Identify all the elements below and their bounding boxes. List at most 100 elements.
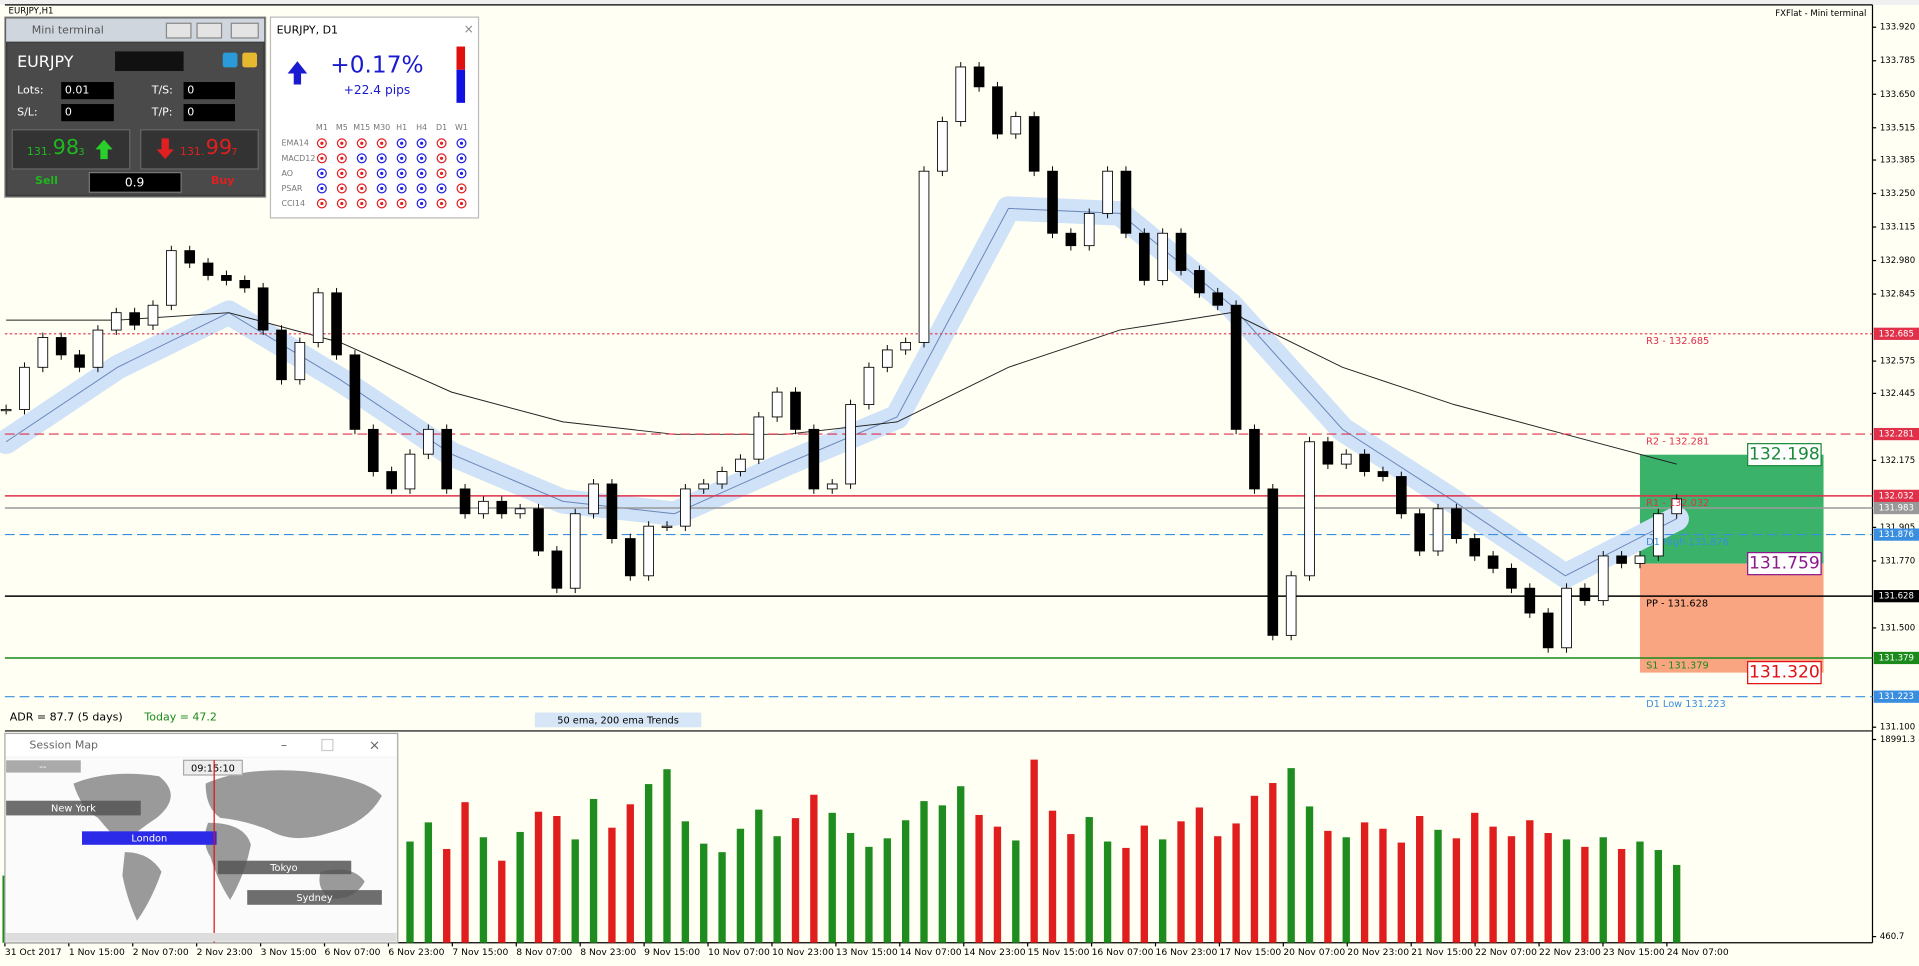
sell-label[interactable]: Sell	[35, 174, 58, 187]
buy-label[interactable]: Buy	[211, 174, 234, 187]
level-label: R3 - 132.685	[1646, 336, 1709, 347]
candle-body	[110, 312, 122, 331]
world-map	[73, 770, 382, 921]
level-label: S1 - 131.379	[1646, 660, 1709, 671]
panel-title: EURJPY, D1	[277, 24, 338, 37]
candle-body	[1120, 170, 1132, 234]
candle-body	[680, 488, 691, 527]
close-button[interactable]: ×	[369, 739, 380, 754]
volume-bar	[920, 801, 928, 943]
signal-dot	[436, 183, 447, 194]
candle-body	[202, 262, 214, 276]
signal-dot	[416, 198, 427, 209]
signal-dot	[356, 153, 367, 164]
volume-bar	[700, 843, 708, 943]
volume-bar	[406, 841, 414, 943]
x-tick-label: 17 Nov 15:00	[1219, 947, 1281, 958]
volume-bar	[1673, 864, 1681, 943]
y-tick-label: 133.785	[1880, 56, 1915, 66]
signal-dot	[439, 186, 444, 191]
candle-body	[129, 312, 140, 326]
volume-bar	[718, 852, 726, 943]
ts-input[interactable]	[183, 82, 235, 100]
y-tick-label: 132.980	[1880, 256, 1915, 266]
maximize-button[interactable]	[321, 738, 334, 752]
level-tag	[1873, 489, 1919, 503]
signal-dot	[420, 186, 424, 191]
candle-body	[1230, 304, 1242, 430]
volume-bar	[644, 784, 653, 943]
candle-body	[1102, 170, 1113, 214]
change-pips: +22.4 pips	[344, 83, 411, 97]
candle-body	[955, 66, 967, 122]
x-tick-label: 15 Nov 15:00	[1028, 947, 1090, 958]
close-button[interactable]	[230, 22, 259, 39]
panel-title: Session Map	[29, 739, 98, 752]
y-tick-label: 133.650	[1880, 90, 1915, 100]
candle-body	[1561, 587, 1572, 649]
candle-body	[1395, 476, 1407, 515]
volume-bar	[938, 805, 947, 943]
sl-input[interactable]	[61, 104, 114, 122]
level-tag-label: 132.685	[1879, 329, 1914, 339]
signal-dot	[320, 141, 324, 145]
symbol-selector[interactable]	[115, 51, 184, 72]
close-button[interactable]: ×	[464, 22, 474, 36]
signal-dot	[456, 198, 467, 209]
adr-label: ADR = 87.7 (5 days)	[10, 710, 123, 723]
signal-column: M1	[316, 123, 328, 132]
ts-label: T/S:	[151, 84, 173, 97]
volume-bar	[736, 828, 745, 943]
signal-dot	[456, 138, 467, 149]
signal-dot	[316, 138, 327, 149]
y-tick-label: 132.845	[1880, 290, 1915, 300]
candle-body	[1157, 232, 1168, 281]
candle-body	[367, 428, 379, 472]
x-tick-label: 10 Nov 23:00	[772, 947, 834, 958]
candle-body	[1249, 428, 1260, 490]
volume-bar	[1489, 826, 1497, 943]
minimize-button[interactable]	[165, 22, 192, 39]
indicator-panel: EURJPY, D1 × +0.17% +22.4 pips M1 M5 M15 M3…	[269, 16, 480, 219]
x-tick-label: 13 Nov 15:00	[836, 947, 898, 958]
volume-bar	[828, 812, 836, 943]
volume-bar	[1287, 768, 1295, 943]
buy-price-suffix: 7	[231, 147, 237, 158]
settings-icon[interactable]	[222, 52, 238, 68]
volume-bar	[1048, 810, 1057, 943]
restore-button[interactable]	[196, 22, 223, 39]
signal-dot	[360, 141, 364, 145]
candle-body	[790, 391, 801, 430]
candle-body	[771, 391, 783, 418]
candle-body	[0, 409, 12, 412]
signal-dot	[336, 183, 347, 194]
sell-price-prefix: 131.	[27, 145, 51, 158]
signal-dot	[459, 201, 464, 206]
volume-bar	[1507, 836, 1516, 943]
candle-body	[698, 483, 710, 490]
session-label: London	[131, 834, 167, 845]
sl-label: S/L:	[17, 106, 38, 119]
signal-dot	[436, 198, 447, 209]
signal-dot	[360, 171, 364, 175]
signal-dot	[416, 168, 427, 179]
volume-bar	[443, 848, 451, 943]
options-icon[interactable]	[242, 52, 258, 68]
signal-column: H4	[416, 123, 427, 132]
signal-dot	[436, 153, 447, 164]
minimize-button[interactable]: –	[281, 738, 287, 752]
tp-input[interactable]	[183, 104, 235, 122]
volume-bar	[1654, 850, 1662, 943]
signal-dot	[400, 156, 404, 160]
lots-input[interactable]	[61, 82, 114, 100]
zone-tag	[1747, 660, 1822, 685]
signal-row: EMA14	[281, 139, 308, 148]
x-tick-label: 23 Nov 15:00	[1603, 947, 1665, 958]
candle-body	[1616, 555, 1627, 564]
x-tick-label: 6 Nov 07:00	[325, 947, 381, 958]
session-bar	[247, 890, 382, 905]
volume-bar	[479, 837, 488, 943]
y-tick-label: 133.115	[1880, 223, 1915, 233]
strength-bar	[456, 46, 466, 70]
signal-dot	[400, 171, 404, 175]
